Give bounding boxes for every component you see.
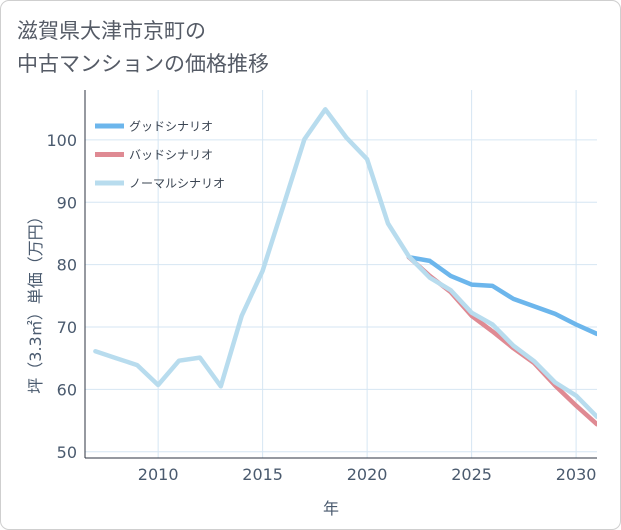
y-tick-label: 100 — [46, 131, 77, 150]
grid — [85, 90, 597, 458]
series-line-2 — [93, 107, 597, 420]
y-tick-label: 70 — [57, 318, 77, 337]
series-line-0 — [406, 254, 597, 337]
y-axis-title: 坪（3.3㎡）単価（万円） — [26, 208, 45, 393]
legend-label-1: バッドシナリオ — [129, 148, 213, 162]
x-axis-title: 年 — [323, 499, 339, 518]
axes: 50 60 70 80 90 100 2010 2015 2020 2025 2030 — [46, 90, 597, 484]
chart-title-line-2: 中古マンションの価格推移 — [17, 52, 269, 76]
chart-title: 滋賀県大津市京町の 中古マンションの価格推移 — [17, 15, 269, 81]
x-tick-label: 2025 — [451, 465, 492, 484]
y-tick-label: 50 — [57, 443, 77, 462]
x-tick-label: 2020 — [347, 465, 388, 484]
y-tick-label: 60 — [57, 380, 77, 399]
chart-title-line-1: 滋賀県大津市京町の — [17, 19, 206, 43]
x-tick-label: 2010 — [138, 465, 179, 484]
y-tick-label: 80 — [57, 256, 77, 275]
legend-label-2: ノーマルシナリオ — [129, 177, 225, 191]
x-tick-label: 2030 — [556, 465, 597, 484]
y-tick-label: 90 — [57, 193, 77, 212]
series — [93, 107, 597, 427]
legend-label-0: グッドシナリオ — [129, 120, 213, 134]
x-tick-label: 2015 — [242, 465, 283, 484]
